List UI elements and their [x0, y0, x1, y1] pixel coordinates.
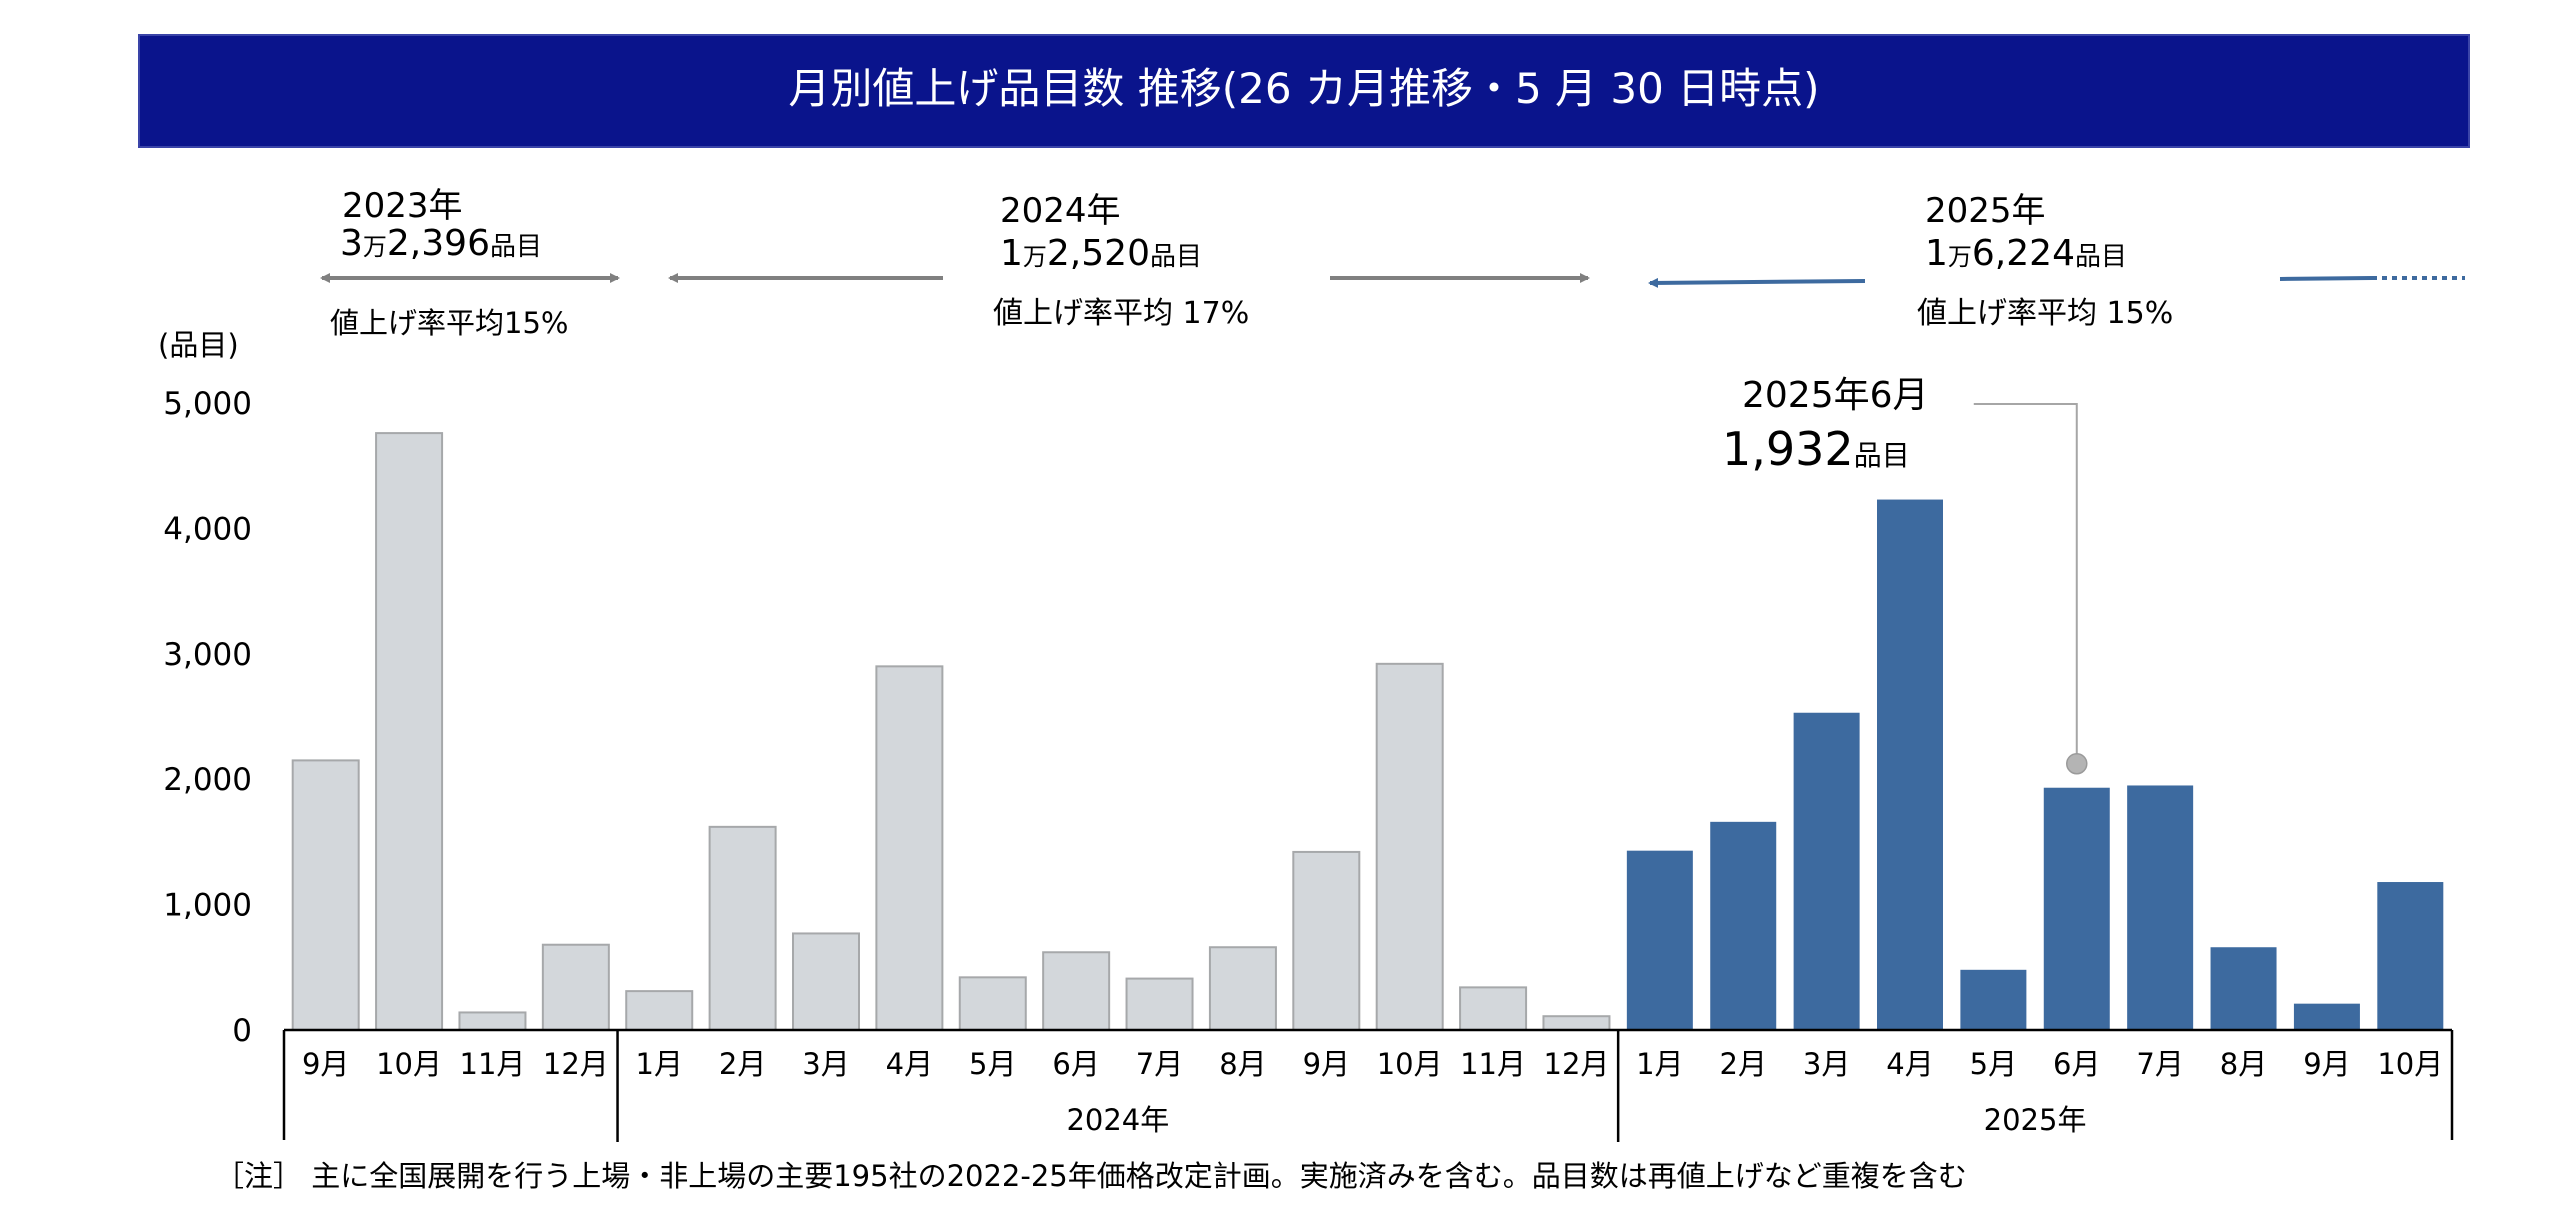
x-tick-label: 6月 [1052, 1047, 1099, 1081]
annual-count: 1万2,520品目 [1000, 233, 1202, 274]
bar-7 [875, 665, 944, 1032]
x-tick-label: 8月 [2220, 1047, 2267, 1081]
title-banner [138, 34, 2470, 148]
callout-2025-june: 2025年6月 1,932品目 [1722, 375, 2088, 775]
annual-average: 値上げ率平均 17% [993, 296, 1249, 331]
annual-year: 2025年 [1925, 191, 2046, 231]
x-tick-label: 4月 [1886, 1047, 1933, 1081]
bar-16 [1626, 850, 1693, 1030]
annual-year: 2024年 [1000, 191, 1121, 231]
x-tick-label: 2月 [719, 1047, 766, 1081]
bar-12 [1292, 850, 1361, 1031]
bar-10 [1125, 977, 1194, 1031]
x-tick-label: 3月 [1803, 1047, 1850, 1081]
y-tick-label: 3,000 [163, 637, 252, 673]
bar-23 [2210, 947, 2277, 1030]
bar-25 [2377, 882, 2444, 1030]
bar-17 [1710, 821, 1777, 1030]
bar-19 [1877, 499, 1943, 1031]
year-group-label: 2025年 [1984, 1103, 2087, 1137]
bar-21 [2043, 787, 2110, 1030]
callout-leader-line [1973, 403, 2078, 764]
y-tick-label: 4,000 [163, 511, 252, 547]
x-tick-label: 3月 [802, 1047, 849, 1081]
x-tick-label: 1月 [636, 1047, 683, 1081]
x-tick-label: 11月 [1460, 1047, 1526, 1081]
x-tick-label: 4月 [886, 1047, 933, 1081]
bar-22 [2127, 785, 2194, 1030]
annual-count: 1万6,224品目 [1925, 233, 2127, 274]
x-tick-label: 9月 [1303, 1047, 1350, 1081]
callout-dot [2066, 752, 2088, 775]
bar-2 [458, 1011, 527, 1031]
year-group-label: 2024年 [1066, 1103, 1169, 1137]
x-tick-label: 5月 [969, 1047, 1016, 1081]
bar-6 [792, 932, 860, 1032]
y-axis-ticks: 5,000 4,000 3,000 2,000 1,000 0 [163, 386, 252, 1049]
annual-year: 2023年 [342, 186, 463, 226]
chart-title: 月別値上げ品目数 推移(26 カ月推移・5 月 30 日時点) [788, 64, 1819, 113]
x-tick-label: 12月 [543, 1047, 609, 1081]
bar-series [291, 432, 2444, 1032]
x-tick-label: 11月 [460, 1047, 526, 1081]
bar-20 [1960, 969, 2027, 1030]
bar-14 [1459, 986, 1528, 1032]
annual-arrow-right [2279, 276, 2373, 281]
x-tick-label: 12月 [1544, 1047, 1610, 1081]
annual-average: 値上げ率平均15% [330, 306, 568, 340]
x-tick-label: 7月 [2136, 1047, 2183, 1081]
annual-summary-2024: 2024年 1万2,520品目 値上げ率平均 17% [668, 191, 1590, 331]
y-axis-label: (品目) [158, 328, 239, 362]
x-tick-label: 10月 [1377, 1047, 1443, 1081]
x-tick-label: 9月 [2303, 1047, 2350, 1081]
x-tick-label: 1月 [1636, 1047, 1683, 1081]
x-tick-label: 8月 [1219, 1047, 1266, 1081]
x-tick-label: 9月 [302, 1047, 349, 1081]
annual-summary-2023: 2023年 3万2,396品目 値上げ率平均15% [320, 186, 620, 340]
annual-average: 値上げ率平均 15% [1917, 296, 2173, 331]
bar-9 [1042, 951, 1111, 1032]
annual-count: 3万2,396品目 [340, 223, 542, 264]
y-tick-label: 1,000 [163, 888, 252, 924]
y-tick-label: 0 [232, 1013, 252, 1049]
annual-summary-2025: 2025年 1万6,224品目 値上げ率平均 15% [1648, 191, 2465, 331]
bar-3 [541, 943, 610, 1032]
x-tick-label: 7月 [1136, 1047, 1183, 1081]
bar-11 [1208, 946, 1277, 1032]
annual-arrow-left [1648, 277, 1866, 288]
x-tick-label: 6月 [2053, 1047, 2100, 1081]
bar-5 [708, 825, 777, 1031]
callout-value: 1,932品目 [1722, 422, 1910, 476]
y-tick-label: 2,000 [163, 762, 252, 798]
bar-1 [375, 432, 444, 1031]
x-tick-label: 10月 [2377, 1047, 2443, 1081]
bar-8 [958, 976, 1027, 1031]
x-axis: 9月 10月 11月 12月 1月 2月 3月 4月 5月 6月 7月 8月 9月 10月 11月 12月 1月… [282, 1028, 2454, 1142]
x-tick-label: 5月 [1970, 1047, 2017, 1081]
bar-15 [1542, 1015, 1611, 1031]
bar-24 [2293, 1003, 2360, 1030]
bar-18 [1793, 712, 1860, 1030]
x-tick-label: 2月 [1720, 1047, 1767, 1081]
bar-4 [625, 990, 694, 1031]
bar-13 [1375, 662, 1444, 1031]
bar-0 [291, 759, 360, 1031]
callout-label: 2025年6月 [1742, 375, 1929, 416]
y-tick-label: 5,000 [163, 386, 252, 422]
x-tick-label: 10月 [376, 1047, 442, 1081]
footnote: ［注］ 主に全国展開を行う上場・非上場の主要195社の2022-25年価格改定計… [215, 1159, 1967, 1193]
